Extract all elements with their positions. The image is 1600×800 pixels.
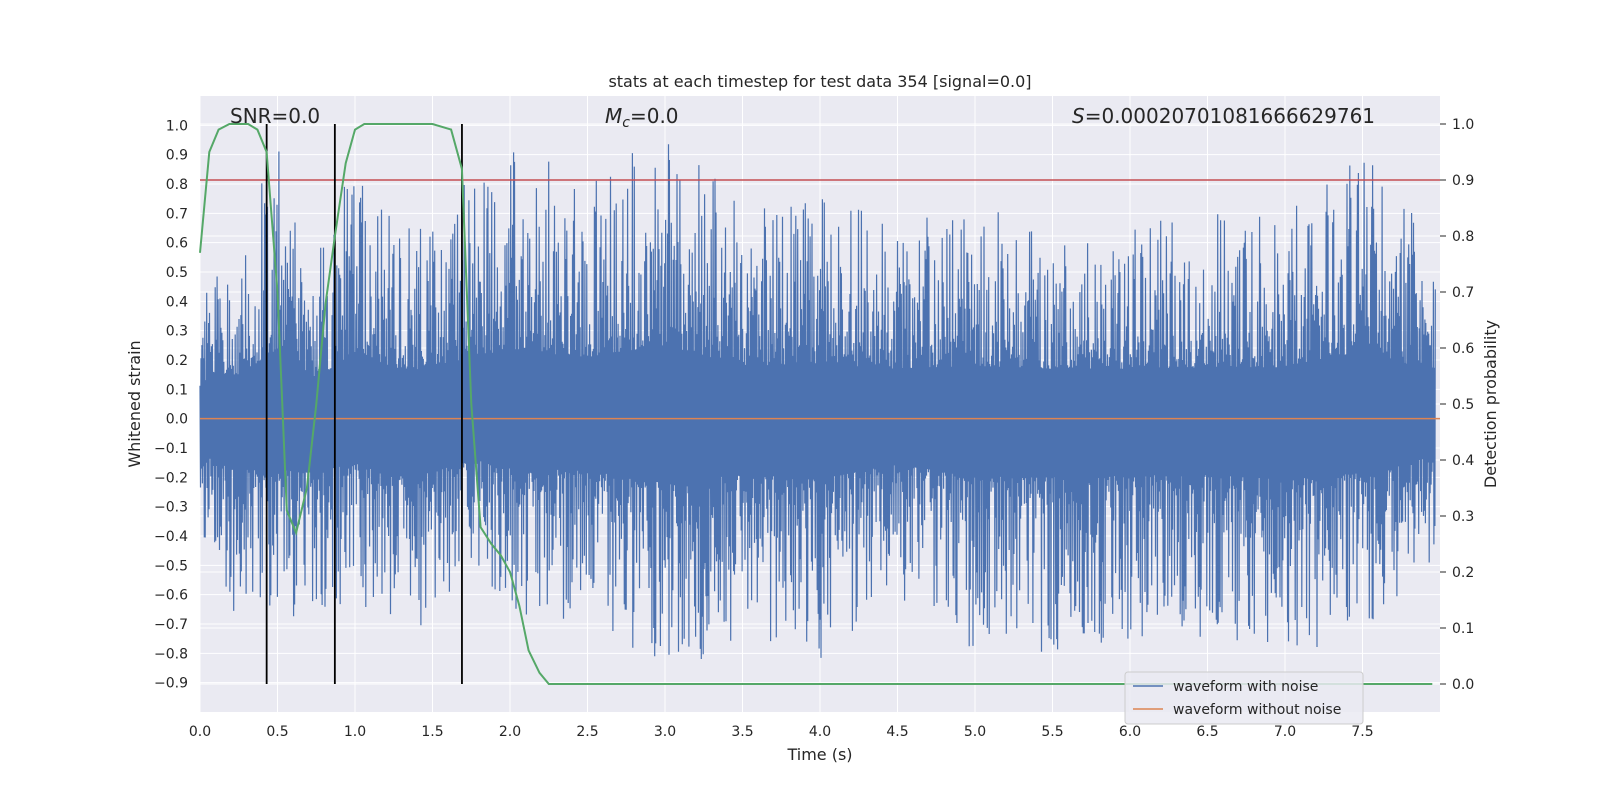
y2-tick-label-0: 1.0 [1452,117,1474,133]
y-tick-label-13: −0.3 [154,500,188,516]
chart-title: stats at each timestep for test data 354… [608,72,1031,91]
x-tick-label-4: 2.0 [499,724,521,740]
x-tick-label-2: 1.0 [344,724,366,740]
y2-tick-label-4: 0.6 [1452,341,1474,357]
right-ticks: 1.0 0.9 0.8 0.7 0.6 0.5 0.4 0.3 0.2 0.1 0.0 [1440,117,1474,693]
x-tick-label-12: 6.0 [1119,724,1141,740]
y-tick-label-18: −0.8 [154,646,188,662]
y-tick-label-0: 1.0 [166,118,188,134]
legend-label-noise: waveform with noise [1173,679,1318,695]
y2-tick-label-2: 0.8 [1452,229,1474,245]
y2-tick-label-7: 0.3 [1452,509,1474,525]
x-tick-label-5: 2.5 [576,724,598,740]
x-tick-label-13: 6.5 [1196,724,1218,740]
y-tick-label-12: −0.2 [154,470,188,486]
x-tick-label-10: 5.0 [964,724,986,740]
y2-tick-label-6: 0.4 [1452,453,1474,469]
y2-tick-label-5: 0.5 [1452,397,1474,413]
y2-tick-label-10: 0.0 [1452,677,1474,693]
noise-waveform [199,144,1436,660]
x-tick-label-0: 0.0 [189,724,211,740]
x-tick-label-8: 4.0 [809,724,831,740]
y-tick-label-11: −0.1 [154,441,188,457]
y-tick-label-5: 0.5 [166,265,188,281]
x-tick-label-7: 3.5 [731,724,753,740]
x-tick-label-1: 0.5 [266,724,288,740]
y-tick-label-2: 0.8 [166,177,188,193]
legend: waveform with noise waveform without noi… [1124,671,1364,725]
x-tick-label-9: 4.5 [886,724,908,740]
probability-line [199,123,1433,685]
mc-annotation: Mc=0.0 [605,104,679,131]
s-annotation: S=0.0002070108166662976‍1 [1072,104,1375,128]
y2-tick-label-1: 0.9 [1452,173,1474,189]
y-tick-label-6: 0.4 [166,294,188,310]
vertical-markers [265,124,463,684]
y-tick-label-19: −0.9 [154,676,188,692]
y-tick-label-10: 0.0 [166,412,188,428]
s-symbol: S [1072,104,1085,128]
mc-symbol: M [605,104,622,128]
y-tick-label-7: 0.3 [166,324,188,340]
y-tick-label-15: −0.5 [154,558,188,574]
y-tick-label-16: −0.6 [154,588,188,604]
y-tick-label-9: 0.1 [166,382,188,398]
y2-axis-label: Detection probability [1481,320,1500,488]
y-tick-label-14: −0.4 [154,529,188,545]
x-tick-label-3: 1.5 [421,724,443,740]
y-tick-label-3: 0.7 [166,206,188,222]
x-axis-label: Time (s) [786,745,852,764]
y-axis-label: Whitened strain [125,340,144,467]
mc-value: =0.0 [630,104,679,128]
s-value: =0.0002070108166662976‍1 [1085,104,1375,128]
y-tick-label-17: −0.7 [154,617,188,633]
y-tick-label-1: 0.9 [166,148,188,164]
mc-subscript: c [622,115,630,131]
y2-tick-label-3: 0.7 [1452,285,1474,301]
y2-tick-label-8: 0.2 [1452,565,1474,581]
snr-annotation: SNR=0.0 [230,104,320,128]
x-tick-label-6: 3.0 [654,724,676,740]
x-tick-label-14: 7.0 [1274,724,1296,740]
noise-path [199,144,1436,660]
probability-series [199,123,1433,685]
legend-box [1124,671,1364,725]
x-tick-label-15: 7.5 [1351,724,1373,740]
y-tick-label-4: 0.6 [166,236,188,252]
y2-tick-label-9: 0.1 [1452,621,1474,637]
y-tick-label-8: 0.2 [166,353,188,369]
x-ticks: 0.0 0.5 1.0 1.5 2.0 2.5 3.0 3.5 4.0 4.5 5.0 5.5 6.0 6… [189,724,1374,740]
left-ticks: 1.0 0.9 0.8 0.7 0.6 0.5 0.4 0.3 0.2 0.1 0.0 −0.1 −0.… [154,118,188,691]
legend-label-clean: waveform without noise [1173,702,1341,718]
x-tick-label-11: 5.5 [1041,724,1063,740]
